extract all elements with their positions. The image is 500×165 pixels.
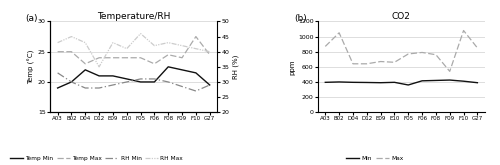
Legend: Temp Min, Temp Max, RH Min, RH Max: Temp Min, Temp Max, RH Min, RH Max [8,154,185,164]
Title: Temperature/RH: Temperature/RH [97,12,170,21]
Text: (b): (b) [294,14,307,23]
Y-axis label: Temp (°C): Temp (°C) [28,50,35,84]
Title: CO2: CO2 [392,12,411,21]
Text: (a): (a) [25,14,38,23]
Legend: Min, Max: Min, Max [344,154,406,164]
Y-axis label: ppm: ppm [289,59,295,75]
Y-axis label: RH (%): RH (%) [232,55,238,79]
